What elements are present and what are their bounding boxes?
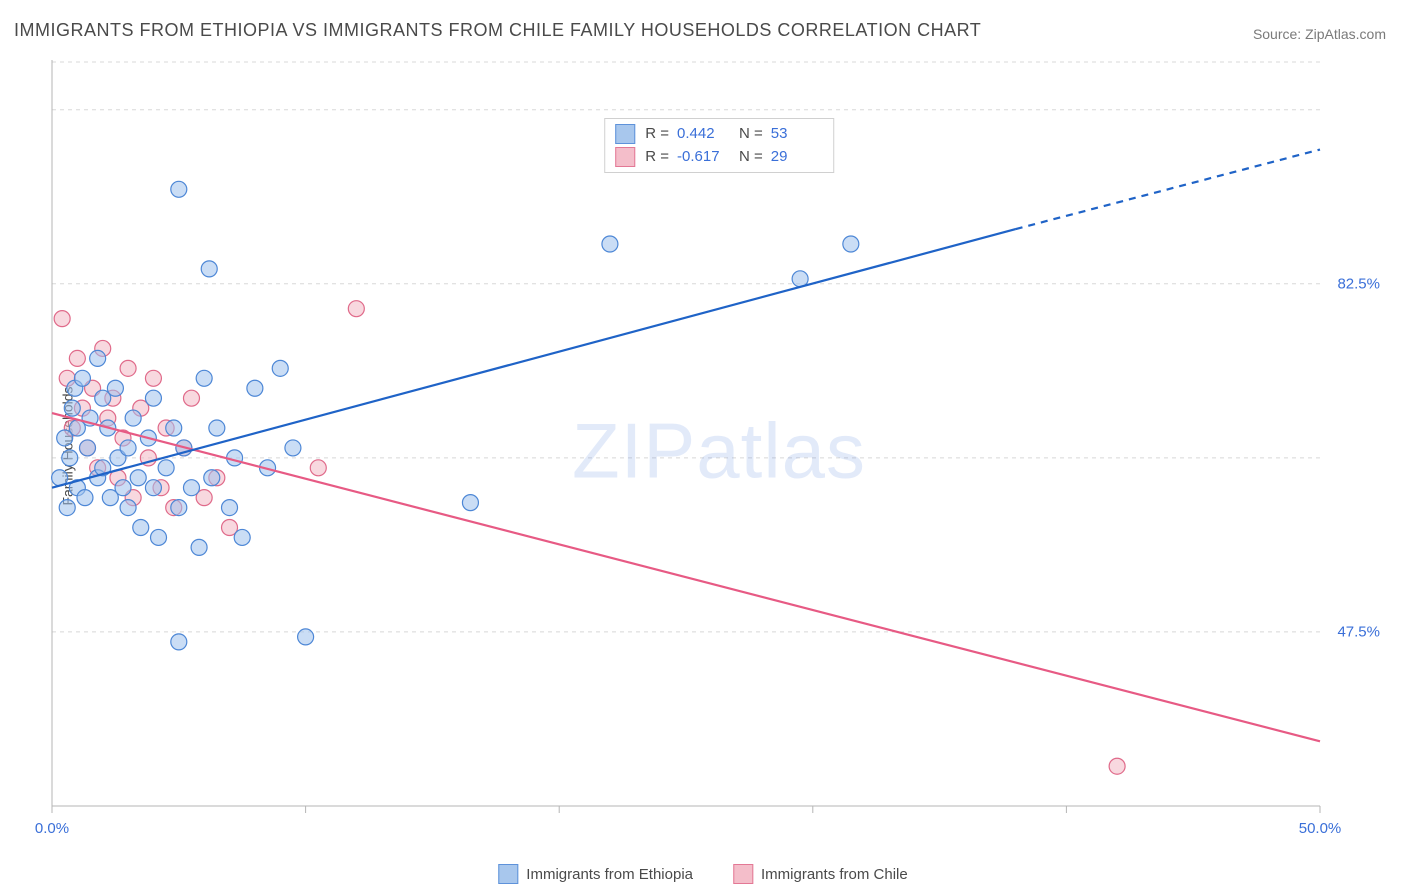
n-value-chile: 29 (771, 146, 823, 169)
n-label: N = (739, 146, 763, 169)
x-tick-label: 50.0% (1299, 820, 1342, 837)
y-tick-label: 82.5% (1337, 275, 1380, 292)
source-label: Source: (1253, 26, 1305, 42)
source-value: ZipAtlas.com (1305, 26, 1386, 42)
plot-area: ZIPatlas R = 0.442 N = 53 R = -0.617 N =… (48, 56, 1390, 846)
chart-svg (48, 56, 1390, 846)
legend-row-ethiopia: R = 0.442 N = 53 (615, 123, 823, 146)
swatch-ethiopia (498, 864, 518, 884)
n-value-ethiopia: 53 (771, 123, 823, 146)
r-value-ethiopia: 0.442 (677, 123, 729, 146)
legend-row-chile: R = -0.617 N = 29 (615, 146, 823, 169)
source-attribution: Source: ZipAtlas.com (1253, 26, 1386, 42)
legend-label-ethiopia: Immigrants from Ethiopia (526, 866, 693, 883)
legend-item-chile: Immigrants from Chile (733, 864, 908, 884)
swatch-chile (733, 864, 753, 884)
r-label: R = (645, 123, 669, 146)
swatch-chile (615, 147, 635, 167)
r-label: R = (645, 146, 669, 169)
correlation-legend: R = 0.442 N = 53 R = -0.617 N = 29 (604, 118, 834, 173)
r-value-chile: -0.617 (677, 146, 729, 169)
legend-item-ethiopia: Immigrants from Ethiopia (498, 864, 693, 884)
x-tick-label: 0.0% (35, 820, 69, 837)
n-label: N = (739, 123, 763, 146)
legend-label-chile: Immigrants from Chile (761, 866, 908, 883)
swatch-ethiopia (615, 124, 635, 144)
y-tick-label: 47.5% (1337, 623, 1380, 640)
chart-title: IMMIGRANTS FROM ETHIOPIA VS IMMIGRANTS F… (14, 20, 981, 41)
series-legend: Immigrants from Ethiopia Immigrants from… (498, 864, 907, 884)
